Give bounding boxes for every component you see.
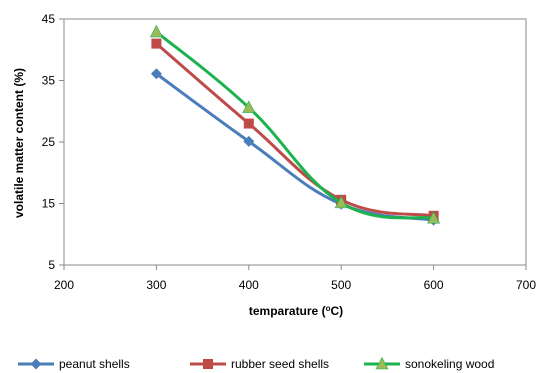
series-sonokeling-wood [149,24,441,224]
y-tick-label: 5 [48,258,55,272]
legend-item: peanut shells [18,357,130,371]
series-line [154,72,436,222]
x-axis-ticks: 200 300 400 500 600 700 [54,265,536,292]
series-line [154,42,436,218]
data-point [150,68,162,80]
plot-border [63,18,527,266]
y-axis-ticks: 5 15 25 35 45 [42,12,64,272]
series-peanut-shells [150,68,440,226]
y-tick-label: 35 [42,74,56,88]
data-point [243,135,255,147]
series-rubber-seed-shells [151,38,439,221]
series-line [154,30,436,220]
y-axis-title: volatile matter content (%) [12,68,26,218]
plot-area [63,18,527,266]
data-point [243,118,254,129]
legend-item: sonokeling wood [364,356,494,371]
series-layer [149,24,441,226]
y-tick-label: 25 [42,135,56,149]
y-tick-label: 15 [42,197,56,211]
data-point [334,195,348,209]
x-axis-title: temparature (oC) [249,304,343,319]
x-tick-label: 500 [331,278,351,292]
x-tick-label: 400 [239,278,259,292]
data-point [242,100,256,113]
legend-label: sonokeling wood [405,357,494,371]
legend-label: rubber seed shells [231,357,329,371]
x-tick-label: 200 [54,278,74,292]
data-point [149,24,163,38]
x-tick-label: 600 [424,278,444,292]
legend-label: peanut shells [59,357,130,371]
legend-marker [203,359,213,369]
x-tick-label: 300 [146,278,166,292]
legend-marker [30,358,42,370]
legend-marker [375,356,389,370]
legend: peanut shells rubber seed shells sonokelin… [18,356,494,371]
legend-item: rubber seed shells [190,357,329,371]
data-point [427,211,441,224]
data-point [151,38,162,49]
y-tick-label: 45 [42,12,56,26]
x-tick-label: 700 [516,278,536,292]
